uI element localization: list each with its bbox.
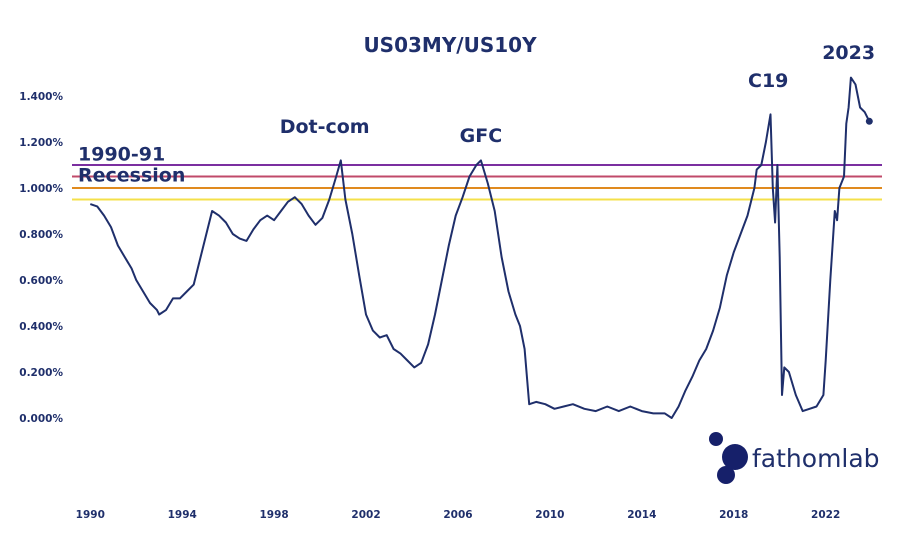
annotation-label: Dot-com — [280, 116, 370, 138]
y-tick-label: 0.600% — [19, 275, 63, 287]
series-end-point — [865, 117, 873, 125]
annotation-line: 2023 — [822, 42, 875, 64]
x-tick-label: 2018 — [719, 509, 748, 521]
logo-dot-small — [709, 432, 723, 446]
series-line-1 — [89, 76, 871, 419]
x-tick-label: 2010 — [535, 509, 564, 521]
brand-name: fathomlab — [752, 444, 880, 473]
x-tick-label: 1990 — [76, 509, 105, 521]
x-tick-label: 2022 — [811, 509, 840, 521]
x-tick-label: 1998 — [260, 509, 289, 521]
fathomlab-logo: fathomlab — [709, 432, 880, 484]
annotation-line: 1990-91 — [78, 143, 165, 165]
annotation-line: C19 — [748, 70, 788, 92]
annotation-line: Dot-com — [280, 116, 370, 138]
annotation-label: C19 — [748, 70, 788, 92]
annotation-label: 1990-91 Recession — [78, 143, 185, 186]
annotation-label: GFC — [460, 125, 503, 147]
y-axis-ticks: 0.000% 0.200% 0.400% 0.600% 0.800% 1.000% 1.20… — [19, 91, 63, 425]
x-tick-label: 2006 — [443, 509, 472, 521]
annotation-line: Recession — [78, 164, 185, 186]
chart-title: US03MY/US10Y — [363, 33, 537, 57]
annotation-line: GFC — [460, 125, 503, 147]
reference-lines — [72, 164, 882, 201]
annotations: 1990-91 Recession Dot-com GFC C19 2023 — [78, 42, 875, 186]
y-tick-label: 0.000% — [19, 413, 63, 425]
y-tick-label: 1.400% — [19, 91, 63, 103]
series-layer — [89, 76, 873, 419]
x-tick-label: 2014 — [627, 509, 656, 521]
logo-dot-medium — [717, 466, 735, 484]
y-tick-label: 1.200% — [19, 137, 63, 149]
annotation-label: 2023 — [822, 42, 875, 64]
y-tick-label: 0.800% — [19, 229, 63, 241]
y-tick-label: 0.200% — [19, 367, 63, 379]
x-axis-ticks: 1990 1994 1998 2002 2006 2010 2014 2018 2022 — [76, 509, 841, 521]
y-tick-label: 1.000% — [19, 183, 63, 195]
logo-dot-large — [722, 444, 748, 470]
x-tick-label: 2002 — [351, 509, 380, 521]
x-tick-label: 1994 — [168, 509, 197, 521]
y-tick-label: 0.400% — [19, 321, 63, 333]
